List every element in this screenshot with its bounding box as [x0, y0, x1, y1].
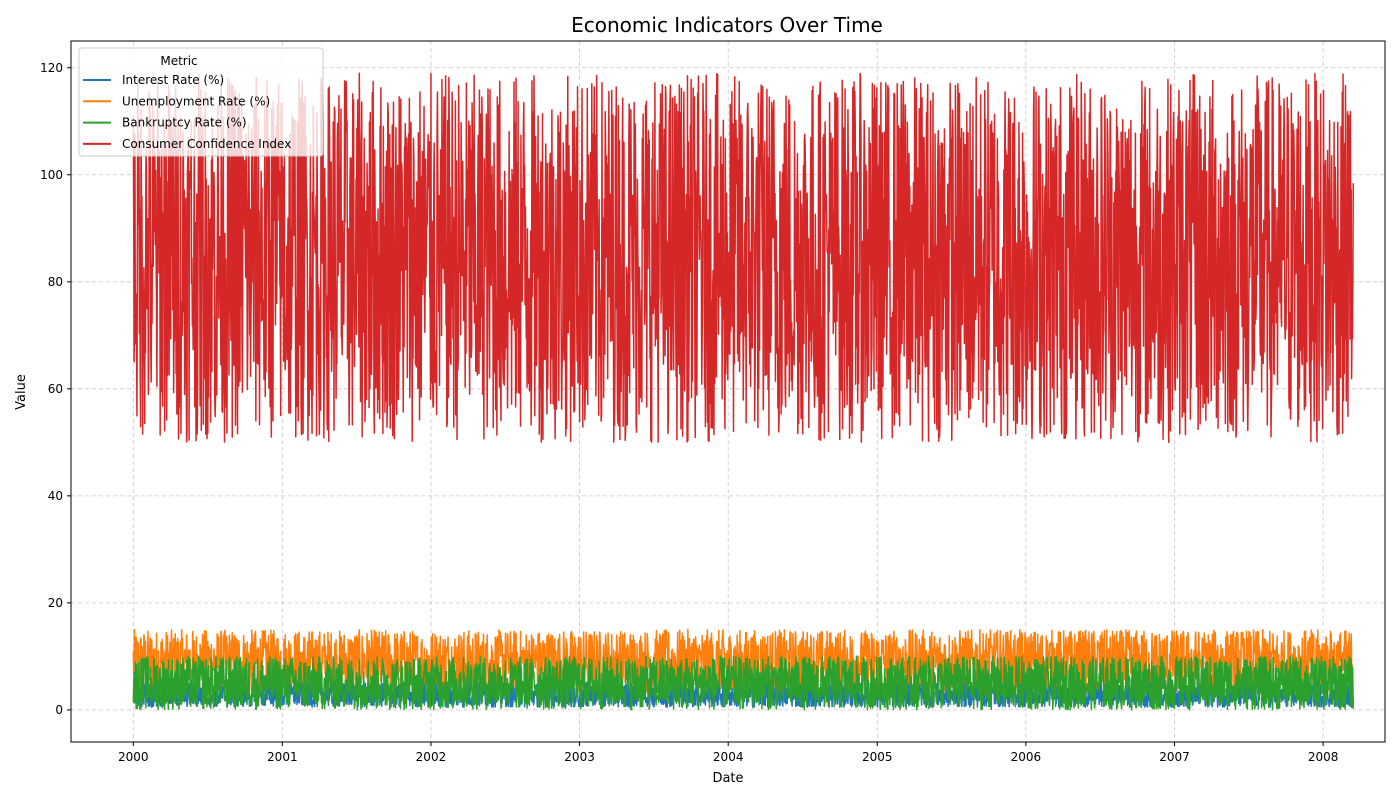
- legend-label: Interest Rate (%): [122, 73, 224, 87]
- series-lines: [132, 72, 1354, 711]
- x-tick-label: 2005: [862, 750, 893, 764]
- x-tick-label: 2000: [118, 750, 149, 764]
- x-tick-label: 2002: [416, 750, 447, 764]
- x-axis-label: Date: [712, 771, 743, 786]
- y-tick-label: 40: [48, 489, 63, 503]
- x-tick-label: 2001: [267, 750, 298, 764]
- x-tick-label: 2006: [1011, 750, 1042, 764]
- y-tick-label: 100: [40, 168, 63, 182]
- y-axis: 0 20 40 60 80 100 120: [40, 61, 71, 717]
- y-tick-label: 80: [48, 275, 63, 289]
- legend-label: Unemployment Rate (%): [122, 94, 270, 108]
- x-tick-label: 2007: [1159, 750, 1190, 764]
- legend-label: Bankruptcy Rate (%): [122, 116, 247, 130]
- x-tick-label: 2008: [1308, 750, 1339, 764]
- x-axis: 2000 2001 2002 2003 2004 2005 2006 2007 2008: [118, 742, 1338, 764]
- x-tick-label: 2004: [713, 750, 744, 764]
- legend: Metric Interest Rate (%) Unemployment Rate…: [78, 47, 324, 157]
- y-tick-label: 60: [48, 382, 63, 396]
- legend-label: Consumer Confidence Index: [122, 137, 291, 151]
- series-line-3: [132, 72, 1354, 444]
- series-line-2: [132, 655, 1354, 711]
- x-tick-label: 2003: [564, 750, 595, 764]
- legend-title: Metric: [160, 54, 197, 68]
- plot-area: [132, 72, 1354, 711]
- y-axis-label: Value: [14, 374, 29, 410]
- chart-title: Economic Indicators Over Time: [571, 13, 883, 37]
- legend-box: [78, 47, 324, 157]
- y-tick-label: 20: [48, 596, 63, 610]
- y-tick-label: 120: [40, 61, 63, 75]
- y-tick-label: 0: [55, 703, 63, 717]
